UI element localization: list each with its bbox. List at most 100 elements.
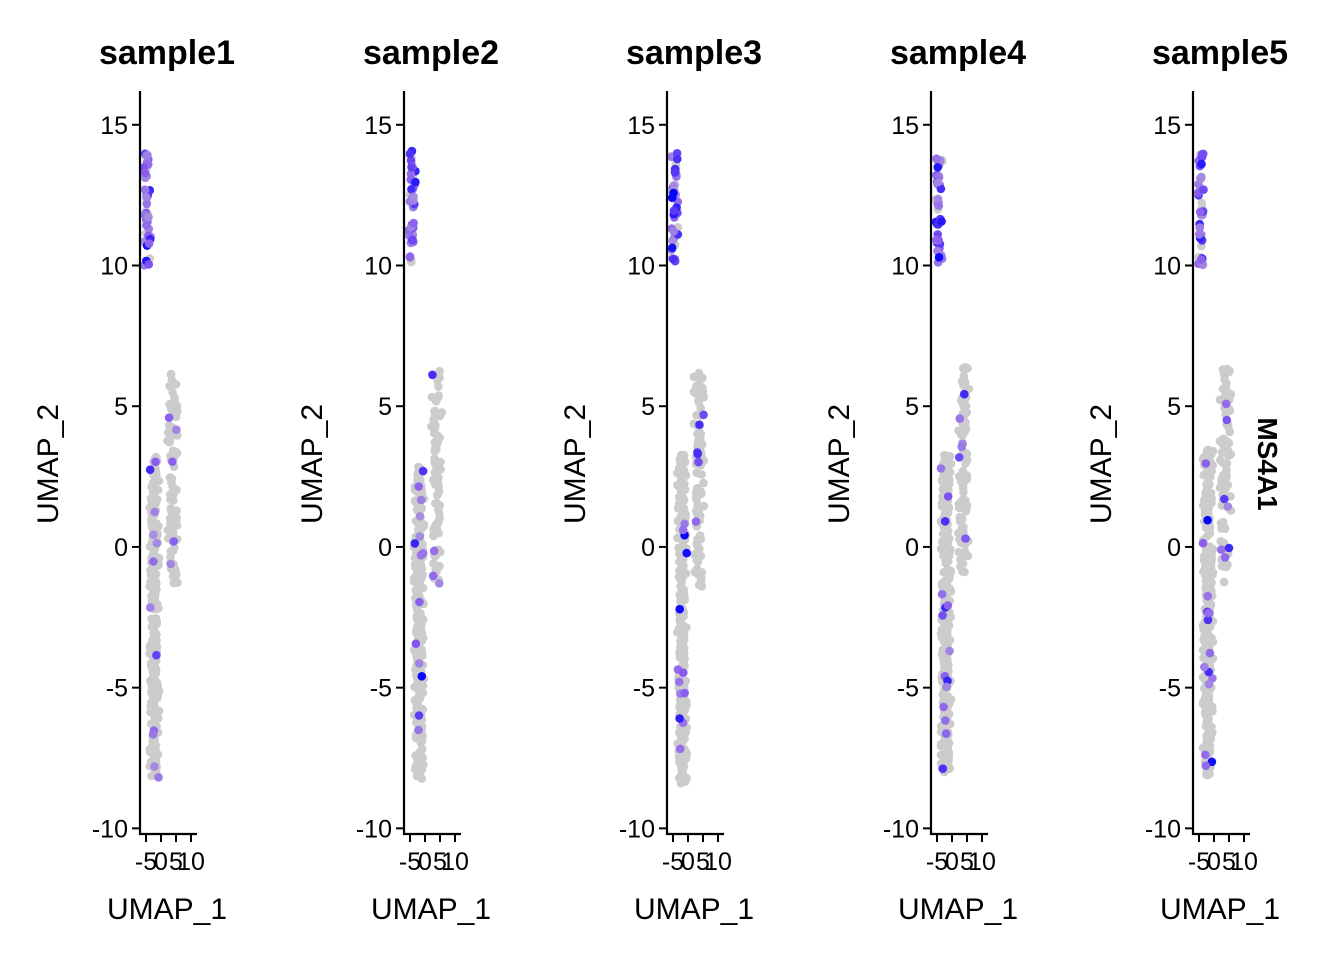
data-point — [170, 393, 179, 402]
y-tick-label: 5 — [114, 393, 128, 421]
data-point — [166, 506, 176, 515]
data-point — [691, 517, 701, 526]
data-point — [677, 588, 686, 598]
data-point — [1199, 567, 1208, 576]
data-point — [414, 725, 423, 735]
data-point — [1203, 515, 1212, 525]
data-point — [680, 777, 690, 786]
data-point — [944, 738, 954, 748]
data-point — [418, 549, 428, 558]
x-tick-label: 10 — [968, 848, 996, 876]
data-point — [957, 442, 966, 452]
data-point — [429, 528, 439, 537]
data-point — [152, 538, 162, 548]
data-point — [140, 185, 150, 194]
y-tick-label: 15 — [627, 112, 655, 140]
data-point — [1195, 230, 1204, 239]
data-point — [152, 650, 161, 660]
data-point — [434, 382, 443, 391]
data-point — [142, 192, 151, 202]
data-point — [149, 557, 158, 566]
y-tick-label: 15 — [1153, 112, 1181, 140]
x-axis-title: UMAP_1 — [371, 893, 491, 926]
data-point — [1195, 207, 1205, 217]
data-point — [407, 185, 416, 194]
data-point — [668, 254, 678, 264]
data-point — [680, 654, 689, 664]
data-point — [434, 505, 443, 515]
panel-title: sample5 — [1152, 34, 1288, 72]
data-point — [149, 696, 158, 706]
data-point — [1204, 691, 1214, 701]
y-tick-label: 5 — [378, 393, 392, 421]
points — [930, 154, 974, 777]
data-point — [145, 465, 155, 475]
x-axis-title: UMAP_1 — [107, 893, 227, 926]
data-point — [1219, 440, 1228, 450]
data-point — [958, 425, 968, 434]
x-tick-label: -5 — [399, 848, 421, 876]
data-point — [414, 482, 424, 491]
data-point — [939, 696, 948, 705]
data-point — [1220, 494, 1229, 504]
x-axis-title: UMAP_1 — [1160, 893, 1280, 926]
y-tick-label: 5 — [1167, 393, 1181, 421]
data-point — [1199, 185, 1208, 194]
data-point — [696, 392, 706, 402]
x-tick-label: -5 — [135, 848, 157, 876]
data-point — [932, 154, 941, 163]
data-point — [676, 459, 685, 469]
data-point — [677, 569, 686, 578]
x-tick-label: 0 — [1207, 848, 1221, 876]
data-point — [416, 746, 426, 756]
data-point — [146, 661, 156, 671]
data-point — [693, 557, 703, 566]
data-point — [146, 603, 155, 612]
y-tick-label: 0 — [378, 534, 392, 562]
data-point — [961, 534, 970, 543]
data-point — [1201, 750, 1210, 760]
y-tick-label: 0 — [905, 534, 919, 562]
data-point — [1197, 150, 1207, 159]
data-point — [1201, 711, 1211, 720]
data-point — [936, 464, 946, 473]
y-tick-label: 10 — [627, 252, 655, 280]
data-point — [411, 639, 421, 648]
data-point — [1203, 507, 1212, 517]
data-point — [1222, 415, 1232, 425]
data-point — [961, 363, 970, 372]
data-point — [681, 754, 691, 763]
data-point — [943, 565, 953, 574]
y-tick-label: 0 — [114, 534, 128, 562]
data-point — [1221, 399, 1231, 409]
data-point — [142, 221, 151, 230]
data-point — [1223, 502, 1233, 511]
data-point — [677, 489, 686, 499]
data-point — [151, 577, 160, 587]
data-point — [1216, 518, 1226, 528]
data-point — [940, 517, 950, 526]
data-point — [144, 213, 153, 222]
data-point — [669, 206, 679, 215]
data-point — [937, 498, 947, 508]
x-tick-label: 5 — [433, 848, 447, 876]
data-point — [1225, 427, 1235, 437]
data-point — [933, 194, 943, 204]
data-point — [418, 466, 428, 476]
data-point — [945, 646, 954, 656]
y-axis-title: UMAP_2 — [296, 404, 329, 524]
x-tick-label: 5 — [696, 848, 710, 876]
data-point — [433, 459, 442, 468]
data-point — [142, 199, 152, 209]
data-point — [1217, 545, 1226, 554]
data-point — [169, 496, 178, 505]
data-point — [413, 587, 422, 596]
y-tick-label: -5 — [370, 675, 392, 703]
data-point — [954, 453, 964, 462]
data-point — [432, 564, 441, 573]
data-point — [675, 714, 684, 723]
data-point — [673, 468, 682, 478]
data-point — [428, 571, 438, 581]
data-point — [1205, 648, 1215, 658]
